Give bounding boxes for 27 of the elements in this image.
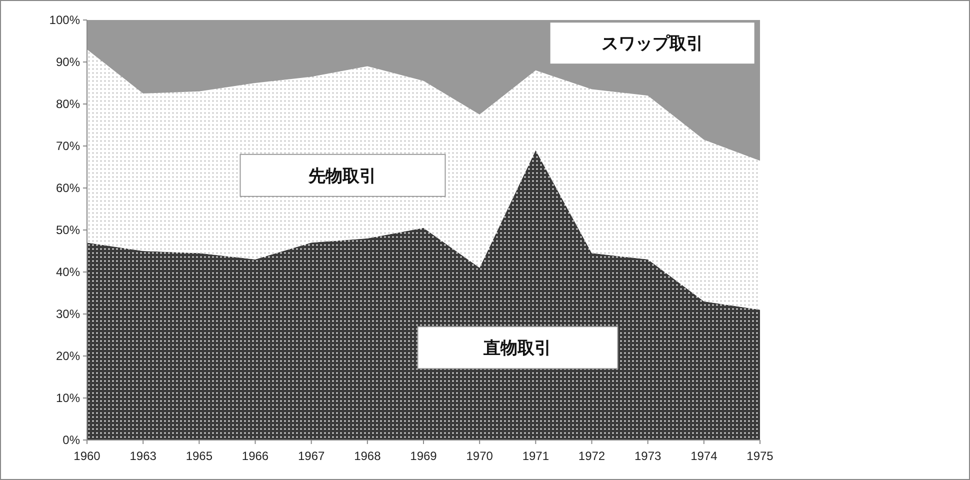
y-tick-label: 40%	[56, 265, 80, 279]
x-tick-label: 1970	[466, 449, 494, 463]
y-tick-label: 100%	[49, 13, 80, 27]
y-tick-label: 80%	[56, 97, 80, 111]
x-tick-label: 1974	[690, 449, 718, 463]
x-tick-label: 1972	[578, 449, 606, 463]
x-tick-label: 1965	[186, 449, 213, 463]
y-tick-label: 50%	[56, 223, 80, 237]
x-tick-label: 1969	[410, 449, 438, 463]
series-label: 先物取引	[308, 166, 377, 186]
y-tick-label: 70%	[56, 139, 80, 153]
series-label: 直物取引	[482, 338, 552, 358]
y-tick-label: 10%	[56, 391, 80, 405]
x-tick-label: 1968	[354, 449, 382, 463]
y-tick-label: 60%	[56, 181, 80, 195]
x-tick-label: 1971	[522, 449, 550, 463]
y-tick-label: 0%	[62, 433, 80, 447]
series-label: スワップ取引	[601, 34, 704, 54]
y-tick-label: 30%	[56, 307, 80, 321]
x-tick-label: 1967	[298, 449, 326, 463]
x-tick-label: 1973	[634, 449, 662, 463]
x-tick-label: 1963	[130, 449, 157, 463]
x-tick-label: 1960	[74, 449, 101, 463]
y-tick-label: 20%	[56, 349, 80, 363]
y-tick-label: 90%	[56, 55, 80, 69]
x-tick-label: 1966	[242, 449, 269, 463]
x-tick-label: 1975	[746, 449, 774, 463]
